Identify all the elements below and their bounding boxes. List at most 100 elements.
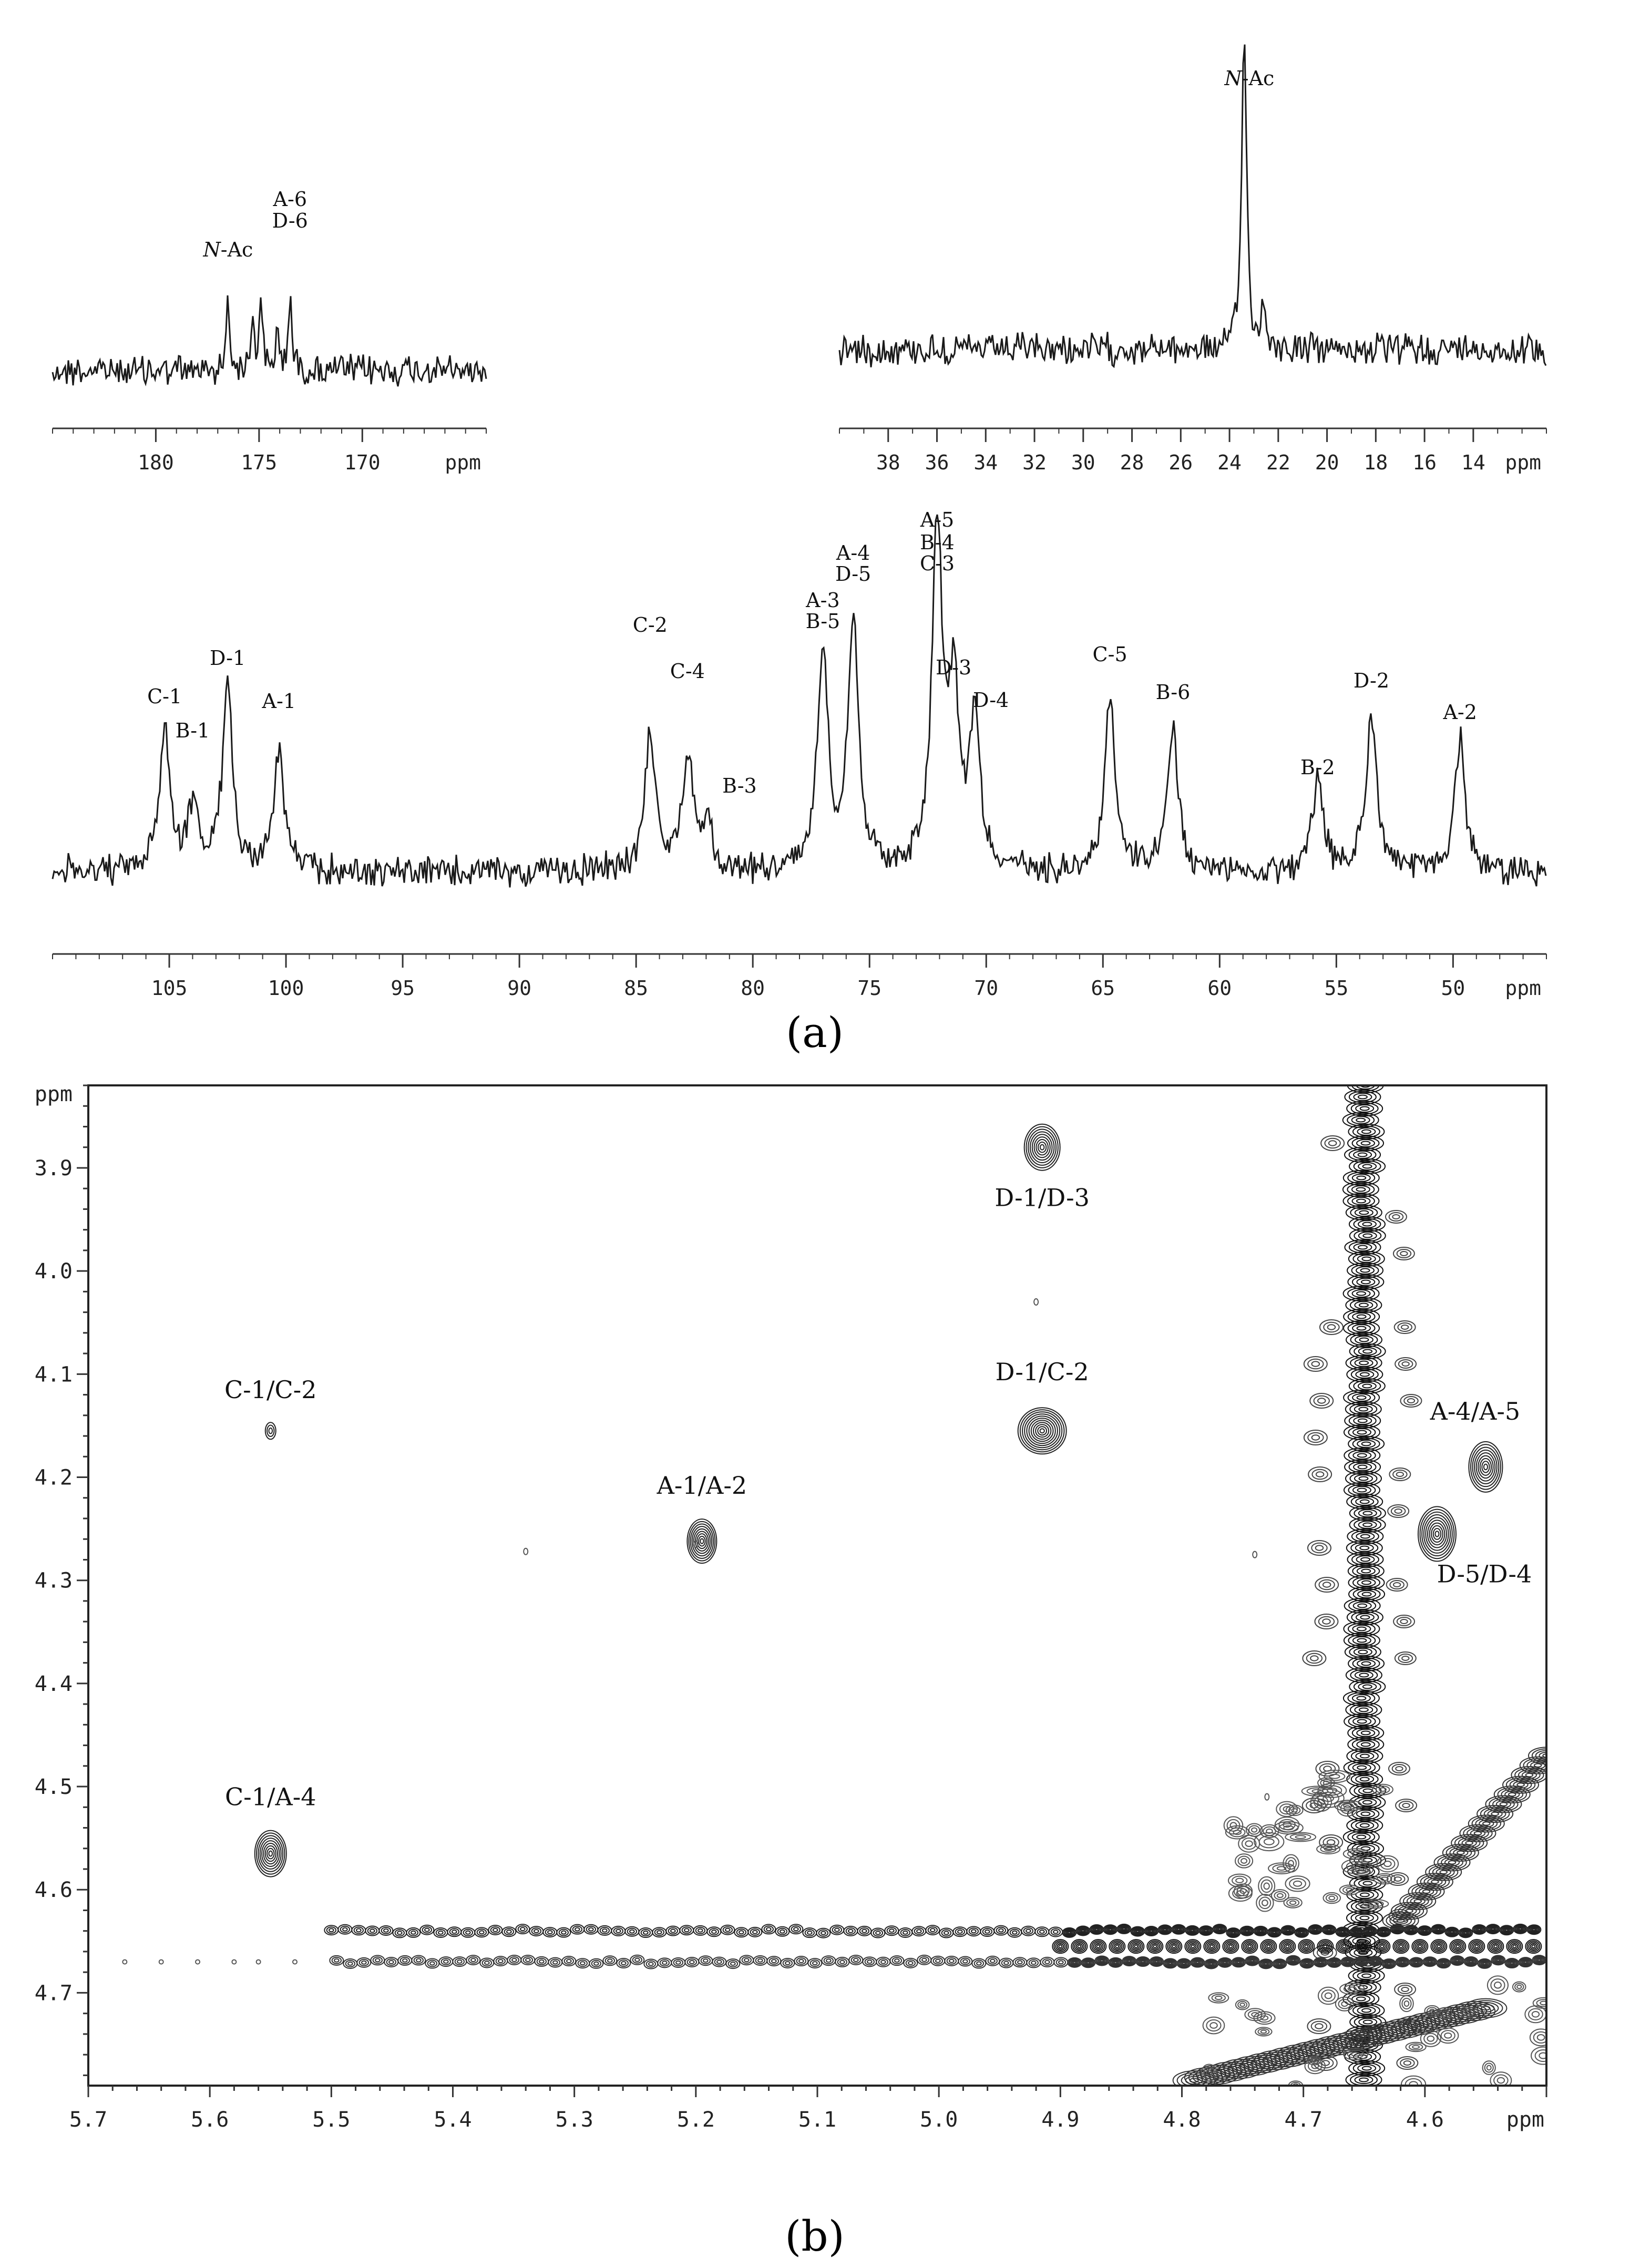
vertical-artifact-contour [1348,1436,1385,1452]
contour-ring [1359,1372,1370,1377]
contour-ring [261,1840,280,1867]
contour-ring [1392,1939,1410,1954]
contour-ring [1347,1391,1376,1404]
horizontal-artifact-contour [1411,1939,1429,1954]
tick-label: 34 [973,451,998,474]
contour-ring [1347,1841,1385,1856]
cloud-contour [1424,2005,1440,2017]
contour-ring [1354,1474,1373,1483]
contour-ring [1477,1804,1514,1823]
contour-ring [730,1962,736,1966]
contour-ring [1205,1940,1219,1953]
horizontal-artifact-contour [747,1926,763,1937]
contour-ring [1473,1831,1482,1836]
contour-ring [1291,1808,1298,1813]
cloud-contour [1285,1832,1317,1842]
contour-ring [1468,1959,1474,1964]
horizontal-artifact-contour [903,1957,918,1968]
contour-ring [1099,1958,1105,1963]
contour-ring [1165,1939,1183,1954]
contour-ring [1258,1876,1276,1896]
contour-ring [1121,1926,1127,1931]
contour-ring [1530,1761,1546,1770]
contour-ring [511,1957,517,1962]
contour-ring [1295,1928,1308,1937]
contour-ring [1372,1783,1393,1795]
contour-ring [1513,1781,1529,1789]
cross-peak-d-1-c-2 [1017,1407,1067,1455]
contour-ring [1354,1507,1382,1520]
contour-ring [1386,1962,1392,1966]
contour-ring [1493,1956,1504,1964]
contour-ring [1315,1545,1324,1551]
contour-ring [1347,1993,1375,2005]
contour-ring [1263,1962,1269,1966]
contour-ring [370,1928,375,1933]
contour-ring [1134,1944,1139,1948]
contour-ring [1352,1657,1380,1670]
contour-ring [1346,1898,1383,1914]
contour-ring [1351,1861,1374,1876]
contour-ring [693,1528,711,1554]
contour-ring [1072,1960,1078,1965]
vertical-artifact-contour [1319,1319,1344,1335]
contour-ring [932,1957,944,1965]
contour-ring [479,1930,485,1935]
cloud-contour [1244,2008,1266,2021]
contour-ring [1203,1939,1221,1954]
contour-ring [1282,1942,1293,1951]
contour-ring [1245,1840,1253,1848]
contour-ring [1438,1959,1449,1967]
panel-b: C-1/C-2C-1/A-4A-1/A-2D-1/D-3D-1/C-2A-4/A… [35,1082,1547,2132]
noise-dot [122,1959,128,1965]
contour-ring [1098,1957,1106,1964]
contour-ring [1181,1961,1187,1966]
contour-ring [1353,1680,1381,1693]
contour-ring [1260,1960,1272,1968]
contour-ring [1436,1927,1441,1932]
contour-ring [1375,1785,1390,1794]
contour-ring [1347,1287,1376,1300]
contour-ring [1494,1957,1502,1963]
x-unit-label: ppm [1505,977,1541,1000]
contour-ring [1447,1928,1458,1936]
contour-ring [1347,1195,1375,1207]
contour-ring [1358,1707,1369,1712]
contour-ring [264,1422,276,1440]
contour-ring [976,1961,982,1966]
contour-ring [1349,1875,1386,1891]
contour-ring [1350,1669,1378,1681]
contour-ring [1184,1939,1202,1954]
contour-ring [1408,1882,1445,1901]
contour-ring [1260,2029,1267,2034]
contour-ring [1356,1278,1376,1286]
contour-ring [452,1930,457,1934]
contour-ring [757,1958,763,1963]
contour-ring [1288,1806,1301,1814]
contour-ring [870,1927,886,1938]
contour-ring [648,1962,654,1966]
horizontal-artifact-contour [616,1958,631,1969]
contour-ring [1430,1939,1448,1954]
vertical-artifact-contour [1400,1394,1422,1408]
cloud-contour [1283,1854,1299,1873]
vertical-artifact-contour [1342,1991,1380,2007]
contour-ring [1303,1960,1311,1966]
contour-ring [1475,1926,1483,1933]
contour-ring [381,1926,392,1934]
vertical-artifact-contour [1343,1482,1380,1498]
contour-ring [1035,1424,1050,1438]
horizontal-artifact-contour [515,1924,530,1935]
vertical-artifact-contour [1346,1748,1383,1764]
contour-ring [1231,1931,1236,1935]
contour-ring [1413,1960,1419,1965]
contour-ring [1382,1931,1386,1934]
contour-ring [1026,1415,1058,1446]
contour-ring [889,1928,895,1933]
contour-ring [1226,1819,1241,1832]
contour-ring [575,1927,580,1932]
contour-ring [1037,1426,1048,1436]
contour-ring [1377,1942,1388,1951]
contour-ring [1053,1930,1059,1934]
contour-ring [1284,1927,1292,1934]
